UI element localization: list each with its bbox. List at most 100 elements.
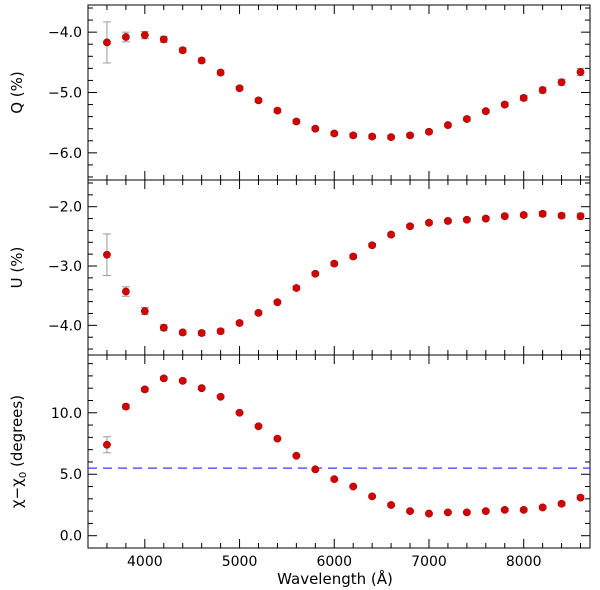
data-point: [500, 505, 509, 514]
y-tick-label: −4.0: [48, 25, 82, 41]
data-point: [178, 328, 187, 337]
data-point: [444, 217, 452, 225]
data-point: [406, 131, 414, 140]
x-tick-label: 8000: [506, 554, 542, 570]
y-tick-label: −4.0: [48, 318, 82, 334]
x-tick-label: 5000: [222, 554, 258, 570]
y-tick-label: 0.0: [60, 529, 82, 545]
data-point: [273, 434, 282, 443]
y-tick-label: −6.0: [48, 146, 82, 162]
data-point: [444, 508, 452, 517]
data-point: [462, 215, 471, 224]
data-point: [121, 402, 130, 411]
data-point: [349, 252, 358, 261]
data-point: [254, 308, 263, 317]
data-point: [557, 78, 566, 87]
data-point: [178, 376, 187, 385]
x-tick-label: 6000: [316, 554, 352, 570]
data-point: [140, 31, 149, 40]
data-point: [368, 132, 377, 141]
data-point: [292, 451, 301, 460]
data-point: [481, 107, 490, 116]
y-tick-label: 10.0: [51, 406, 82, 422]
panels: −4.0 −5.0 −6.0 Q (%) −2.0 −3.0 −4.0 U (%) 0.0 5.0…: [8, 4, 591, 570]
x-tick-label: 4000: [127, 554, 163, 570]
data-point: [159, 374, 168, 383]
data-point: [462, 115, 471, 123]
data-point: [387, 133, 395, 142]
data-point: [311, 465, 320, 474]
y-tick-label: −2.0: [48, 200, 82, 216]
data-point: [387, 501, 395, 509]
y-tick-label: 5.0: [60, 467, 82, 483]
data-point: [197, 384, 206, 393]
data-point: [216, 68, 225, 77]
data-point: [140, 307, 149, 316]
data-point: [159, 323, 168, 332]
data-point: [538, 86, 547, 94]
x-tick-label: 7000: [411, 554, 447, 570]
data-point: [368, 241, 377, 250]
data-point: [481, 507, 490, 516]
data-point: [178, 46, 187, 55]
data-point: [254, 422, 263, 431]
data-point: [576, 493, 585, 502]
data-point: [311, 124, 320, 133]
data-point: [387, 230, 395, 239]
y-axis-label-chi: χ−χ0 (degrees): [8, 395, 29, 508]
x-axis-label: Wavelength (Å): [277, 569, 393, 588]
data-point: [330, 259, 339, 268]
data-point: [519, 94, 528, 102]
data-point: [159, 35, 168, 44]
data-point: [500, 100, 509, 109]
data-point: [406, 222, 414, 231]
panel-chi: 0.0 5.0 10.0 χ−χ0 (degrees): [8, 354, 591, 549]
data-point: [538, 209, 547, 218]
data-point: [273, 298, 282, 307]
data-point: [103, 38, 111, 47]
data-point: [576, 68, 585, 76]
data-point: [406, 507, 414, 516]
data-point: [519, 505, 528, 514]
data-point: [121, 287, 130, 296]
data-point: [330, 129, 339, 138]
panel-Q-frame: [87, 4, 591, 181]
data-point: [425, 127, 433, 136]
data-point: [197, 56, 206, 65]
data-point: [330, 475, 339, 484]
data-point: [576, 212, 585, 221]
y-tick-label: −3.0: [48, 259, 82, 275]
data-point: [368, 492, 377, 501]
y-tick-label: −5.0: [48, 86, 82, 102]
data-point: [292, 284, 301, 292]
data-point: [349, 482, 358, 491]
data-point: [349, 131, 358, 140]
data-point: [216, 392, 225, 401]
data-point: [254, 96, 263, 105]
panel-chi-frame: [87, 354, 591, 549]
data-point: [103, 250, 111, 259]
y-axis-label-U: U (%): [8, 247, 26, 289]
data-point: [462, 508, 471, 517]
data-point: [273, 106, 282, 115]
data-point: [425, 509, 433, 518]
data-point: [481, 214, 490, 223]
data-point: [197, 329, 206, 337]
data-point: [425, 218, 433, 227]
data-point: [292, 117, 301, 126]
data-point: [538, 503, 547, 512]
data-point: [235, 84, 244, 93]
panel-U: −2.0 −3.0 −4.0 U (%): [8, 179, 591, 356]
data-point: [519, 211, 528, 219]
data-point: [500, 212, 509, 221]
data-point: [235, 319, 244, 327]
data-point: [140, 385, 149, 394]
data-point: [235, 408, 244, 417]
y-axis-label-Q: Q (%): [8, 71, 26, 114]
data-point: [444, 121, 452, 129]
data-point: [121, 33, 130, 41]
data-point: [216, 327, 225, 336]
data-point: [311, 269, 320, 278]
panel-Q: −4.0 −5.0 −6.0 Q (%): [8, 4, 591, 181]
